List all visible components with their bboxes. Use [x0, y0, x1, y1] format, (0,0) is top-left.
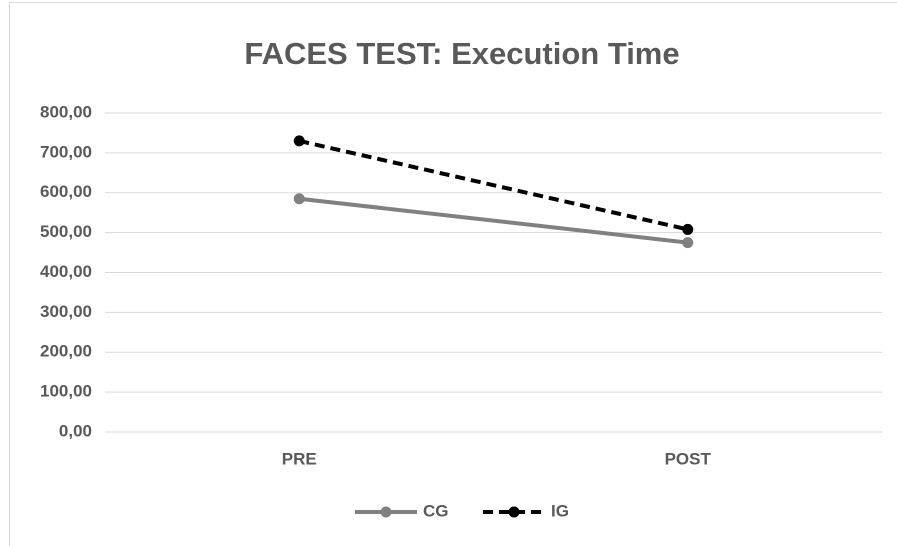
y-tick-label: 100,00 — [40, 382, 92, 401]
x-tick-label: PRE — [282, 449, 317, 468]
chart-border — [9, 2, 897, 546]
data-point — [682, 237, 694, 249]
data-point — [682, 223, 694, 235]
series-line — [299, 196, 688, 245]
data-point — [293, 193, 305, 205]
legend-marker — [508, 506, 520, 518]
y-tick-label: 400,00 — [40, 262, 92, 281]
y-tick-label: 700,00 — [40, 142, 92, 161]
y-tick-label: 0,00 — [59, 421, 92, 440]
y-tick-label: 600,00 — [40, 182, 92, 201]
legend-marker — [380, 506, 392, 518]
legend-label: IG — [551, 501, 569, 520]
data-point — [293, 135, 305, 147]
y-tick-label: 800,00 — [40, 102, 92, 121]
y-tick-label: 300,00 — [40, 302, 92, 321]
y-tick-label: 200,00 — [40, 342, 92, 361]
y-tick-label: 500,00 — [40, 222, 92, 241]
chart-title: FACES TEST: Execution Time — [244, 36, 679, 71]
series-line — [298, 138, 689, 232]
legend-label: CG — [423, 501, 449, 520]
x-tick-label: POST — [665, 449, 712, 468]
